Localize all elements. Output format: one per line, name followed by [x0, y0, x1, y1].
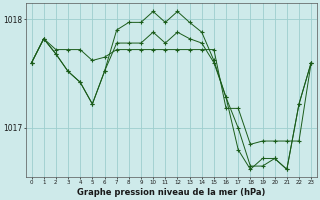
X-axis label: Graphe pression niveau de la mer (hPa): Graphe pression niveau de la mer (hPa)	[77, 188, 266, 197]
